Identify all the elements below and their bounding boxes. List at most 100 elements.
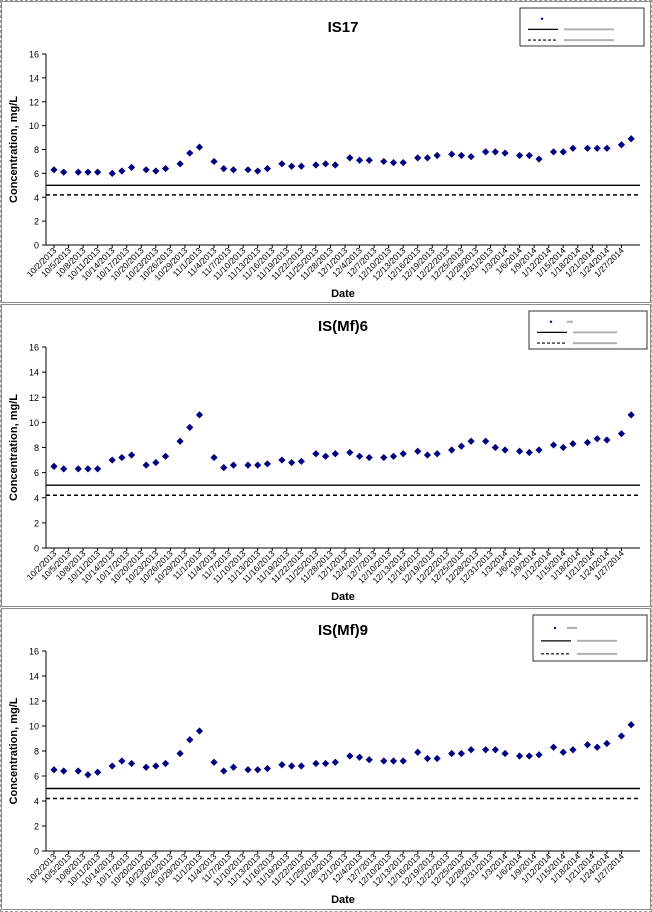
data-point <box>108 456 116 464</box>
data-point <box>263 460 271 468</box>
data-point <box>593 743 601 751</box>
chart-title: IS17 <box>328 19 359 36</box>
data-point <box>161 165 170 173</box>
data-point <box>569 440 577 448</box>
data-point <box>355 452 364 460</box>
data-point <box>84 465 92 473</box>
data-point <box>312 161 320 169</box>
data-point <box>210 453 218 462</box>
data-point <box>448 749 456 758</box>
data-point <box>365 156 373 164</box>
data-point <box>254 167 262 175</box>
y-tick-label: 12 <box>29 393 39 403</box>
data-point <box>535 751 543 759</box>
data-point <box>229 166 238 174</box>
y-tick-label: 0 <box>34 847 39 857</box>
data-point <box>278 456 286 464</box>
y-tick-label: 8 <box>34 747 39 757</box>
data-point <box>331 450 339 458</box>
data-point <box>278 761 286 769</box>
data-point <box>263 764 271 773</box>
data-point <box>583 741 592 749</box>
data-point <box>322 160 330 168</box>
y-tick-label: 10 <box>29 121 39 131</box>
data-point <box>448 150 456 158</box>
data-point <box>60 767 68 775</box>
data-point <box>312 759 320 768</box>
data-point <box>176 749 184 758</box>
data-point <box>142 763 150 771</box>
data-point <box>312 450 320 458</box>
data-point <box>220 165 228 173</box>
data-point <box>176 437 184 445</box>
data-point <box>186 736 194 744</box>
data-point <box>94 768 102 776</box>
data-point <box>525 448 533 457</box>
y-tick-label: 10 <box>29 722 39 732</box>
y-tick-label: 8 <box>34 145 39 155</box>
chart-panel-ismf6: IS(Mf)6 0 2 4 6 8 10 12 14 16 Concentration, mg/L 1… <box>1 304 651 607</box>
y-tick-label: 6 <box>34 468 39 478</box>
x-axis-label: Date <box>331 591 355 603</box>
data-point <box>220 464 228 472</box>
data-point <box>118 167 126 175</box>
data-point <box>331 161 339 169</box>
y-tick-label: 4 <box>34 493 39 503</box>
data-point <box>583 144 592 152</box>
y-tick-label: 2 <box>34 822 39 832</box>
data-point <box>399 159 407 167</box>
data-point <box>535 155 543 163</box>
data-point <box>414 447 422 455</box>
y-tick-label: 4 <box>34 193 39 203</box>
data-point <box>142 166 150 174</box>
data-point <box>627 411 635 419</box>
data-point <box>423 154 432 162</box>
y-tick-label: 14 <box>29 672 39 682</box>
data-point <box>467 746 475 754</box>
y-tick-label: 0 <box>34 241 39 251</box>
y-tick-label: 8 <box>34 443 39 453</box>
data-point <box>491 746 499 754</box>
data-point <box>118 757 126 765</box>
data-point <box>380 453 388 462</box>
data-point <box>74 767 82 775</box>
data-point <box>423 754 432 763</box>
data-point <box>346 448 354 457</box>
data-point <box>617 430 626 438</box>
data-point <box>583 438 592 447</box>
data-point <box>108 169 116 177</box>
data-point <box>50 166 58 174</box>
data-point <box>457 151 465 160</box>
data-point <box>254 461 262 469</box>
data-point <box>161 452 170 460</box>
data-point <box>433 754 441 763</box>
legend-marker <box>549 320 553 324</box>
data-point <box>549 148 558 156</box>
data-point <box>389 757 398 765</box>
y-tick-label: 12 <box>29 697 39 707</box>
data-point <box>186 423 194 431</box>
data-point <box>152 167 160 175</box>
data-point <box>414 748 422 756</box>
data-point <box>263 165 271 173</box>
data-point <box>617 732 626 740</box>
data-point <box>433 450 441 458</box>
data-point <box>128 759 136 768</box>
data-point <box>84 771 92 779</box>
data-point <box>414 154 422 162</box>
data-point <box>128 163 136 172</box>
data-point <box>433 151 441 160</box>
data-point <box>603 739 611 748</box>
data-point <box>244 461 252 469</box>
data-point <box>448 446 456 454</box>
y-axis-label: Concentration, mg/L <box>8 697 20 804</box>
data-point <box>491 443 499 452</box>
y-tick-label: 14 <box>29 368 39 378</box>
data-point <box>128 451 136 459</box>
x-axis-label: Date <box>331 288 355 300</box>
data-point <box>525 752 533 760</box>
data-point <box>389 452 398 460</box>
y-tick-label: 2 <box>34 518 39 528</box>
